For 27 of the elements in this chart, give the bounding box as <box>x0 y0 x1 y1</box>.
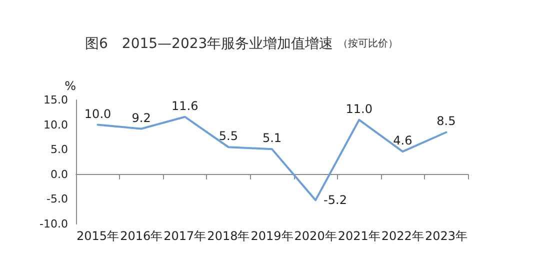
data-label: 11.0 <box>346 102 372 116</box>
x-tick-label: 2015年 <box>76 229 120 243</box>
data-label: 5.1 <box>262 131 282 146</box>
x-tick-label: 2023年 <box>424 229 468 243</box>
data-label: -5.2 <box>324 193 347 208</box>
x-tick-label: 2019年 <box>250 229 294 243</box>
chart-title: 图6 2015—2023年服务业增加值增速 <box>85 36 334 52</box>
x-tick-label: 2018年 <box>207 229 250 243</box>
data-label: 11.6 <box>172 98 198 113</box>
y-tick-label: -5.0 <box>46 192 68 206</box>
x-tick-label: 2021年 <box>338 229 380 243</box>
x-tick-label: 2022年 <box>381 229 424 243</box>
y-tick-label: 0.0 <box>50 168 68 181</box>
y-axis-title: % <box>64 79 76 93</box>
data-label: 5.5 <box>218 129 238 144</box>
x-tick-label: 2017年 <box>164 229 206 243</box>
chart-subtitle: （按可比价） <box>338 38 398 50</box>
y-tick-label: -10.0 <box>40 218 68 230</box>
x-tick-label: 2020年 <box>294 229 337 243</box>
data-label: 4.6 <box>393 134 412 148</box>
y-tick-label: 15.0 <box>44 94 68 106</box>
y-tick-label: 10.0 <box>44 118 68 132</box>
x-tick-label: 2016年 <box>120 229 163 243</box>
y-tick-label: 5.0 <box>50 143 68 156</box>
data-label: 8.5 <box>436 114 456 128</box>
data-label: 9.2 <box>132 110 151 125</box>
data-label: 10.0 <box>84 106 112 121</box>
